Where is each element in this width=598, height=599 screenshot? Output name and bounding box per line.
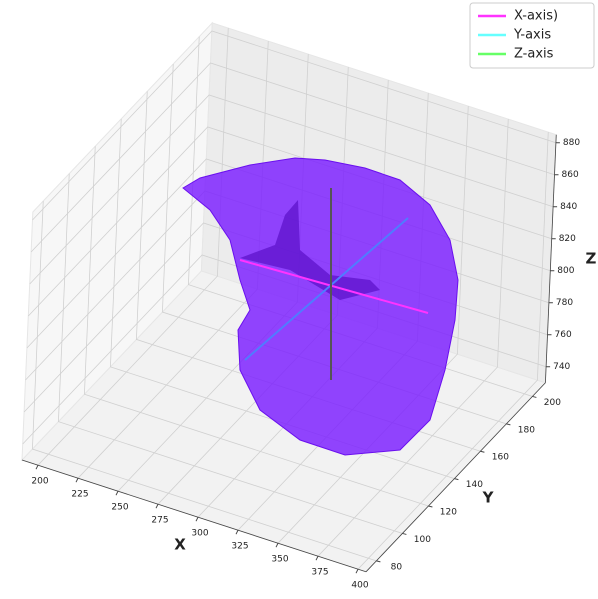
y-axis-line xyxy=(365,382,546,573)
grid-line xyxy=(28,126,552,317)
legend-label: Y-axis xyxy=(513,28,551,43)
z-tick-label: 820 xyxy=(559,234,576,244)
y-tick-label: 80 xyxy=(391,562,403,572)
legend-label: X-axis) xyxy=(514,9,558,24)
z-tick-label: 880 xyxy=(563,138,580,148)
grid-line xyxy=(83,146,429,507)
x-tick-label: 375 xyxy=(311,568,328,578)
y-tick xyxy=(402,532,407,535)
grid-line xyxy=(317,119,509,557)
x-tick xyxy=(315,555,319,561)
x-tick-label: 300 xyxy=(191,529,208,539)
grid-line xyxy=(30,62,555,253)
x-tick xyxy=(155,503,159,509)
grid xyxy=(22,28,557,570)
grid-line xyxy=(277,106,469,544)
z-tick-label: 800 xyxy=(557,266,574,276)
grid-line xyxy=(57,173,403,534)
y-tick-label: 120 xyxy=(440,508,457,518)
grid-line xyxy=(29,94,554,285)
surface xyxy=(182,157,459,456)
x-tick-label: 350 xyxy=(271,555,288,565)
z-tick-label: 840 xyxy=(560,202,577,212)
y-tick-label: 200 xyxy=(544,398,561,408)
x-tick xyxy=(275,542,279,548)
y-tick xyxy=(506,423,511,426)
axes: 200 225 250 275 300 325 350 375 400 80 100 120 140 16… xyxy=(21,134,580,591)
x-tick-label: 225 xyxy=(71,490,88,500)
y-tick xyxy=(532,395,537,398)
y-tick xyxy=(376,560,381,563)
x-tick xyxy=(195,516,199,522)
x-tick xyxy=(35,464,39,470)
x-tick xyxy=(75,477,79,483)
legend-box xyxy=(469,2,595,69)
grid-line xyxy=(37,28,229,466)
z-tick-label: 860 xyxy=(562,170,579,180)
principal-x xyxy=(239,259,429,314)
y-tick-label: 100 xyxy=(414,535,431,545)
z-tick-label: 760 xyxy=(555,330,572,340)
y-tick-label: 160 xyxy=(492,453,509,463)
x-tick-label: 200 xyxy=(31,477,48,487)
y-tick xyxy=(480,450,485,453)
mesh xyxy=(182,157,459,456)
y-tick xyxy=(454,478,459,481)
principal-y xyxy=(244,217,409,361)
z-tick-label: 740 xyxy=(553,362,570,372)
y-axis-label: Y xyxy=(482,489,495,507)
z-axis-label: Z xyxy=(586,250,597,268)
x-tick xyxy=(355,568,359,574)
grid-line xyxy=(357,132,549,570)
x-tick xyxy=(115,490,119,496)
grid-line xyxy=(31,201,377,562)
x-axis-label: X xyxy=(174,536,186,554)
grid-line xyxy=(32,30,557,221)
legend-label: Z-axis xyxy=(514,47,554,62)
y-tick-label: 140 xyxy=(466,480,483,490)
x-tick xyxy=(235,529,239,535)
y-tick-label: 180 xyxy=(518,425,535,435)
x-tick-label: 275 xyxy=(151,516,168,526)
x-axis-line xyxy=(21,459,367,573)
z-tick-label: 780 xyxy=(556,298,573,308)
x-tick-label: 325 xyxy=(231,542,248,552)
y-tick xyxy=(428,505,433,508)
x-tick-label: 400 xyxy=(351,581,368,591)
x-tick-label: 250 xyxy=(111,503,128,513)
legend: X-axis) Y-axis Z-axis xyxy=(469,2,595,69)
z-axis-line xyxy=(545,134,557,383)
